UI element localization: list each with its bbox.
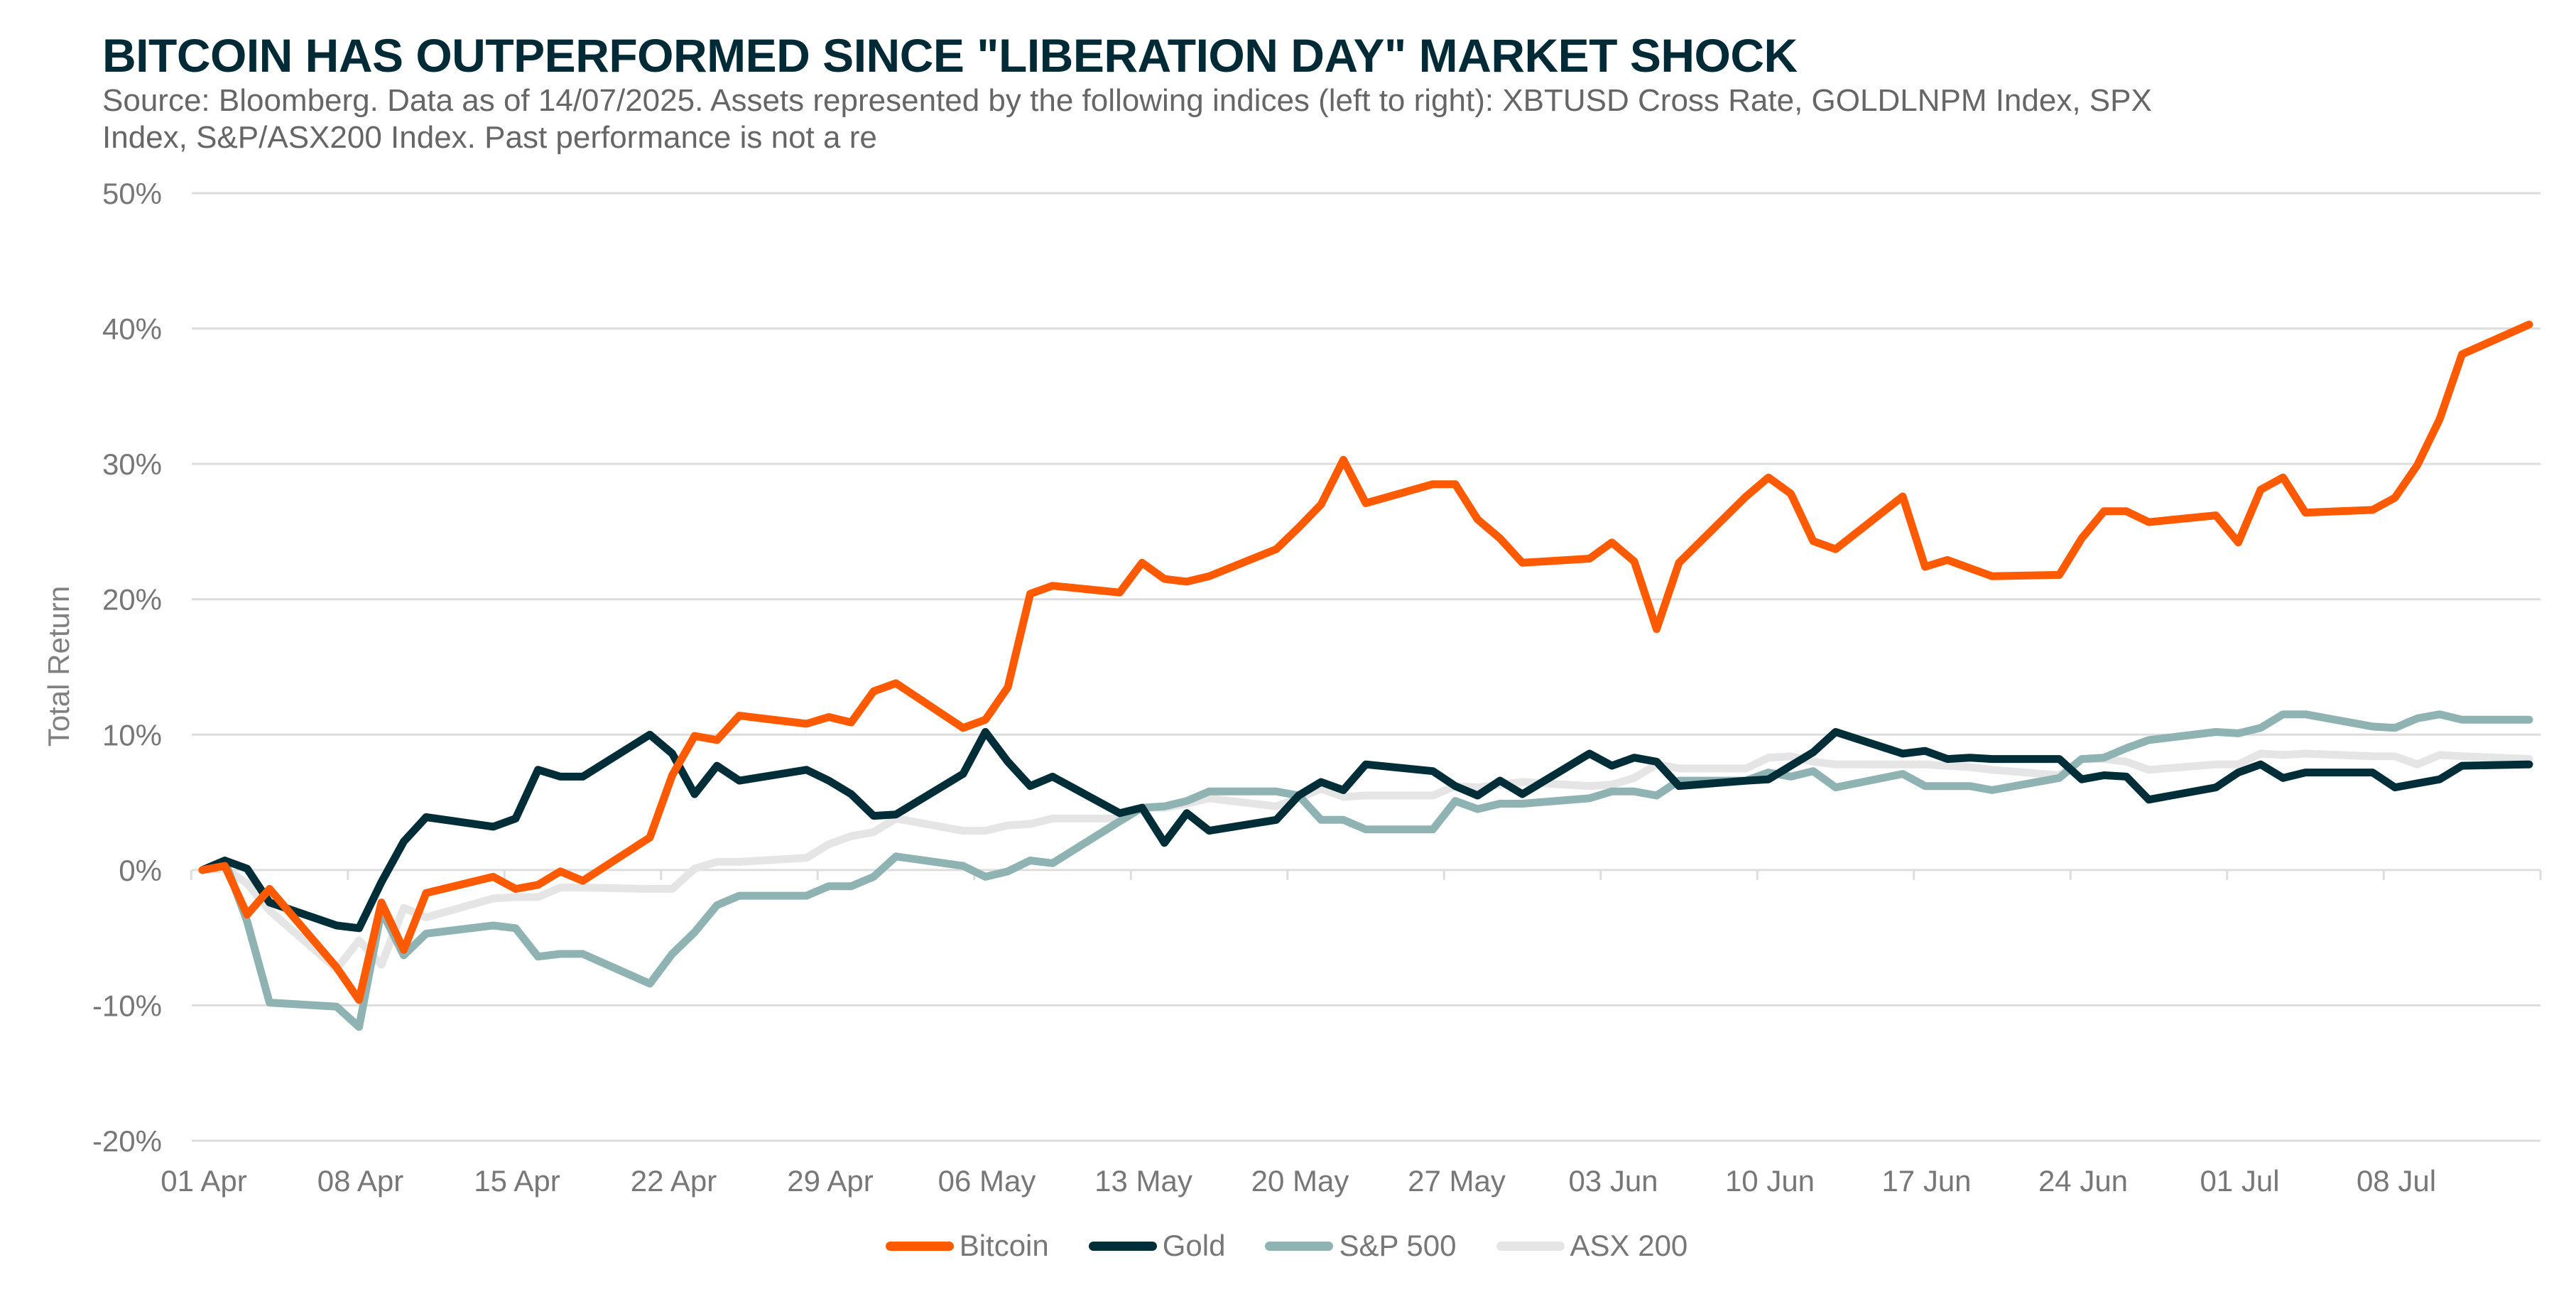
chart-title: BITCOIN HAS OUTPERFORMED SINCE "LIBERATI…: [102, 29, 1798, 82]
series-lines: [198, 320, 2533, 1031]
legend-item-asx-200: ASX 200: [1496, 1229, 1688, 1263]
x-tick-label: 15 Apr: [474, 1164, 560, 1198]
legend-item-bitcoin: Bitcoin: [885, 1229, 1049, 1263]
y-tick-label: 20%: [102, 583, 162, 617]
x-tick-label: 01 Apr: [161, 1164, 246, 1198]
x-tick-label: 27 May: [1408, 1164, 1506, 1198]
x-tick-label: 01 Jul: [2200, 1164, 2279, 1198]
series-line-s-p-500: [198, 710, 2533, 1031]
y-tick-label: -10%: [92, 989, 162, 1022]
y-tick-label: 50%: [102, 177, 162, 210]
x-tick-label: 08 Jul: [2357, 1164, 2436, 1198]
chart-subtitle: Source: Bloomberg. Data as of 14/07/2025…: [102, 83, 2152, 155]
x-tick-label: 20 May: [1251, 1164, 1349, 1198]
legend-swatch-s-p-500: [1265, 1241, 1334, 1251]
legend-swatch-gold: [1088, 1241, 1157, 1251]
y-tick-label: 30%: [102, 447, 162, 481]
series-line-bitcoin: [198, 320, 2533, 1004]
y-tick-label: 0%: [119, 854, 162, 887]
legend-label-bitcoin: Bitcoin: [959, 1229, 1049, 1262]
legend: Bitcoin Gold S&P 500 ASX 200: [0, 1229, 2575, 1263]
x-tick-label: 29 Apr: [787, 1164, 873, 1198]
x-tick-label: 08 Apr: [317, 1164, 403, 1198]
y-tick-label: 10%: [102, 718, 162, 751]
legend-swatch-bitcoin: [885, 1241, 954, 1251]
series-line-gold: [198, 728, 2533, 933]
legend-item-gold: Gold: [1088, 1229, 1226, 1263]
y-axis-tick-labels: 50% 40% 30% 20% 10% 0% -10% -20%: [92, 177, 162, 1158]
x-tick-label: 24 Jun: [2038, 1164, 2128, 1198]
series-line-asx-200: [198, 749, 2533, 973]
x-tick-label: 10 Jun: [1725, 1164, 1815, 1198]
legend-label-asx-200: ASX 200: [1570, 1229, 1688, 1262]
y-tick-label: -20%: [92, 1124, 162, 1158]
legend-label-s-p-500: S&P 500: [1339, 1229, 1457, 1262]
x-tick-label: 17 Jun: [1881, 1164, 1971, 1198]
x-axis-ticks: 01 Apr 08 Apr 15 Apr 22 Apr 29 Apr 06 May 13 M…: [161, 869, 2542, 1198]
legend-swatch-asx-200: [1496, 1241, 1565, 1251]
legend-label-gold: Gold: [1162, 1229, 1226, 1262]
x-tick-label: 22 Apr: [631, 1164, 717, 1198]
x-tick-label: 06 May: [938, 1164, 1036, 1198]
x-tick-label: 13 May: [1094, 1164, 1192, 1198]
x-tick-label: 03 Jun: [1568, 1164, 1658, 1198]
y-tick-label: 40%: [102, 313, 162, 346]
legend-item-s-p-500: S&P 500: [1265, 1229, 1457, 1263]
gridlines: [192, 192, 2540, 1142]
